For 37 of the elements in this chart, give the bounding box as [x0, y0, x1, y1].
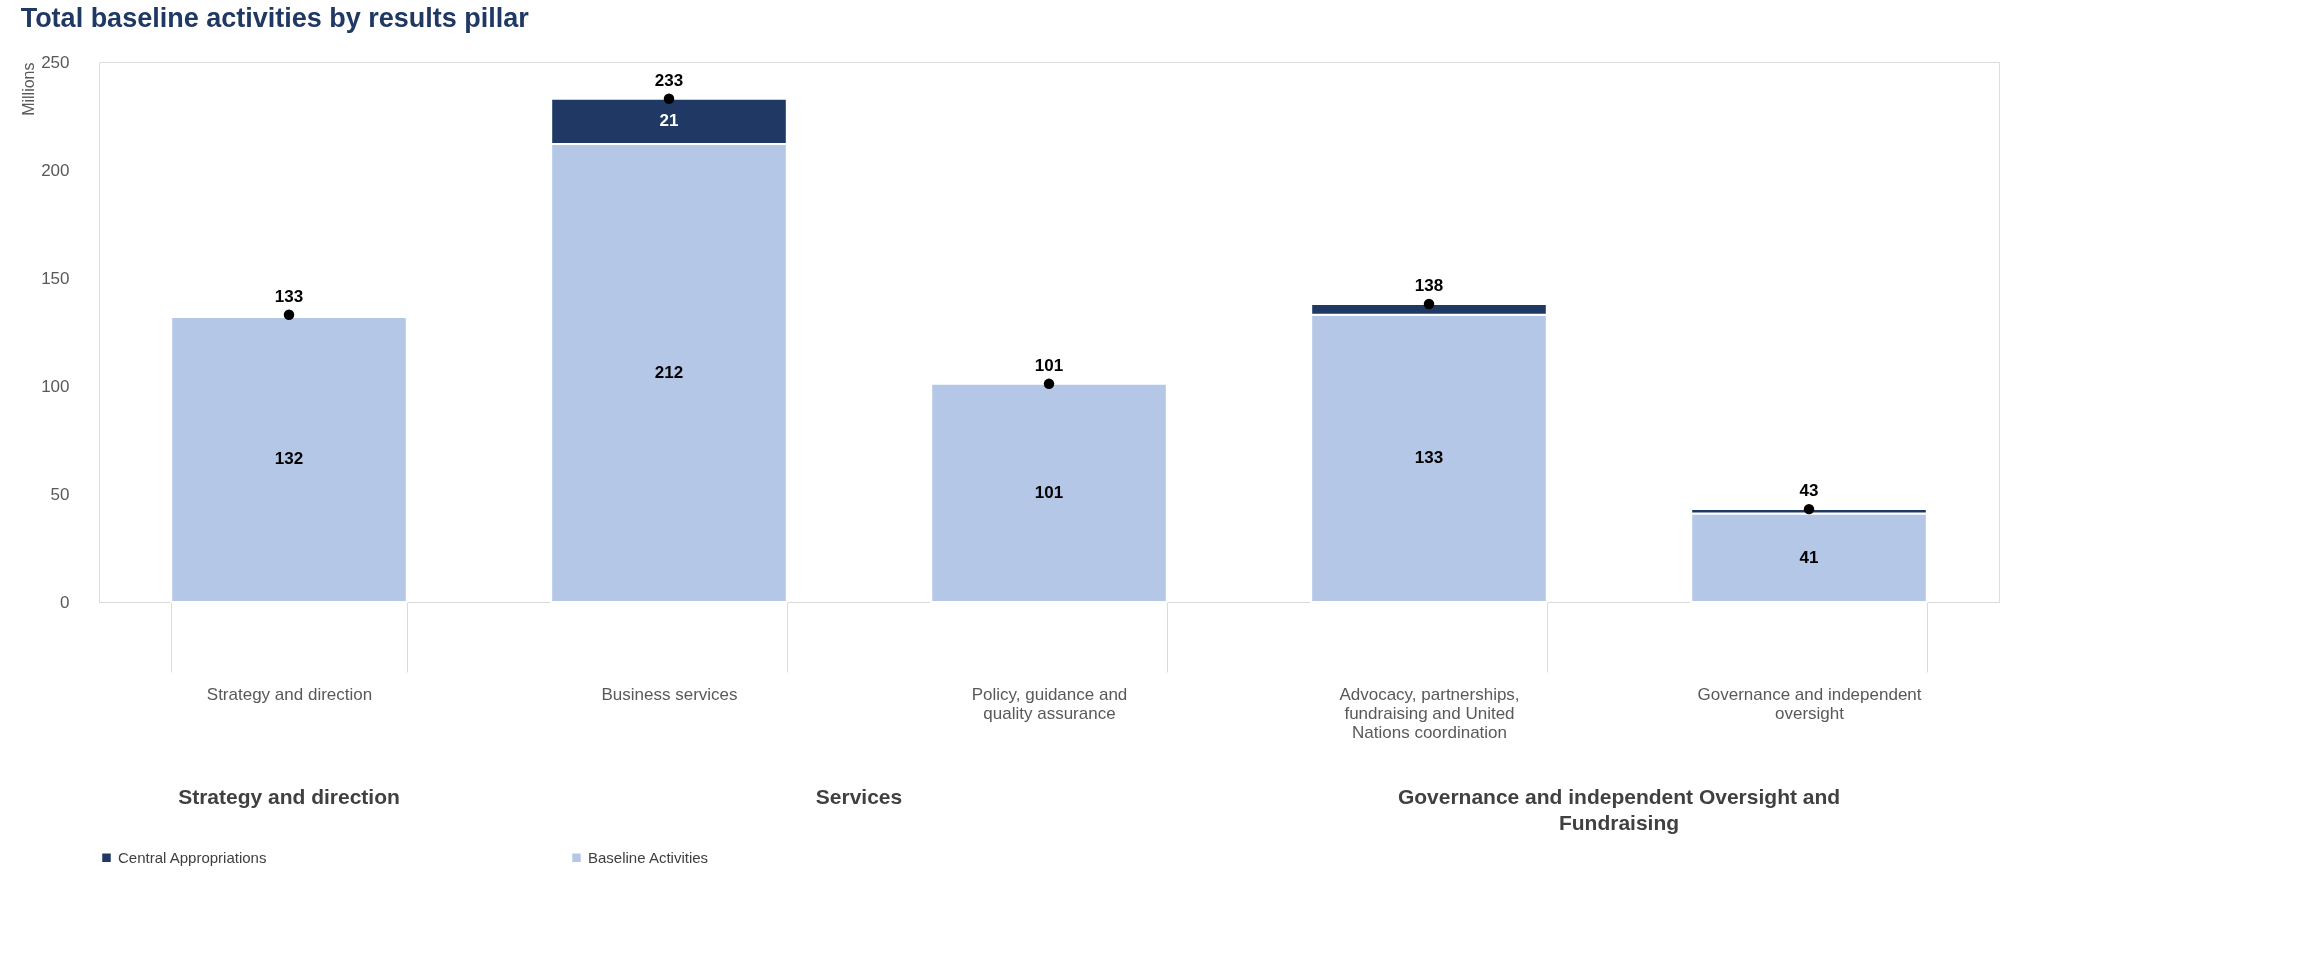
point — [283, 309, 295, 320]
legend-label: Baseline Activities — [588, 848, 709, 866]
y-axis-title: Millions — [20, 62, 38, 116]
y-tick-label: 100 — [41, 376, 70, 396]
point — [1043, 378, 1055, 390]
text: Strategy and direction — [178, 785, 400, 808]
data-label: 41 — [1799, 547, 1819, 567]
x-tick-label: Policy, guidance and quality assurance — [971, 684, 1128, 723]
legend-label: Central Appropriations — [118, 848, 267, 866]
y-tick-label: 200 — [41, 160, 70, 180]
bar — [1690, 512, 1928, 603]
text: Services — [815, 785, 903, 808]
data-label: 233 — [654, 70, 684, 90]
y-tick-label: 150 — [41, 268, 70, 288]
data-label: 133 — [1414, 448, 1444, 468]
data-label: 138 — [1414, 275, 1444, 295]
y-tick-label: 50 — [50, 484, 70, 504]
bar — [170, 315, 408, 603]
chart-title: Total baseline activities by results pillar — [20, 3, 530, 33]
data-label: 132 — [274, 449, 304, 469]
point — [663, 93, 675, 104]
x-tick-label: Governance and independent oversight — [1697, 684, 1922, 723]
x-tick-label: Advocacy, partnerships, fundraising and United Nations coordination — [1339, 684, 1520, 742]
data-label: 101 — [1034, 482, 1064, 502]
bar — [930, 382, 1168, 603]
y-tick-label: 250 — [41, 52, 70, 72]
point — [1803, 503, 1815, 515]
text: Governance and independent Oversight and Fundraising — [1397, 785, 1841, 834]
y-tick-label: 0 — [60, 592, 70, 612]
data-label: 101 — [1034, 355, 1064, 375]
x-tick-label: Business services — [601, 684, 738, 704]
data-label: 133 — [274, 286, 304, 306]
data-label: 212 — [654, 363, 684, 383]
x-tick-label: Strategy and direction — [206, 684, 373, 704]
point — [1423, 298, 1435, 310]
data-label: 43 — [1799, 481, 1819, 501]
data-label: 21 — [659, 111, 679, 131]
